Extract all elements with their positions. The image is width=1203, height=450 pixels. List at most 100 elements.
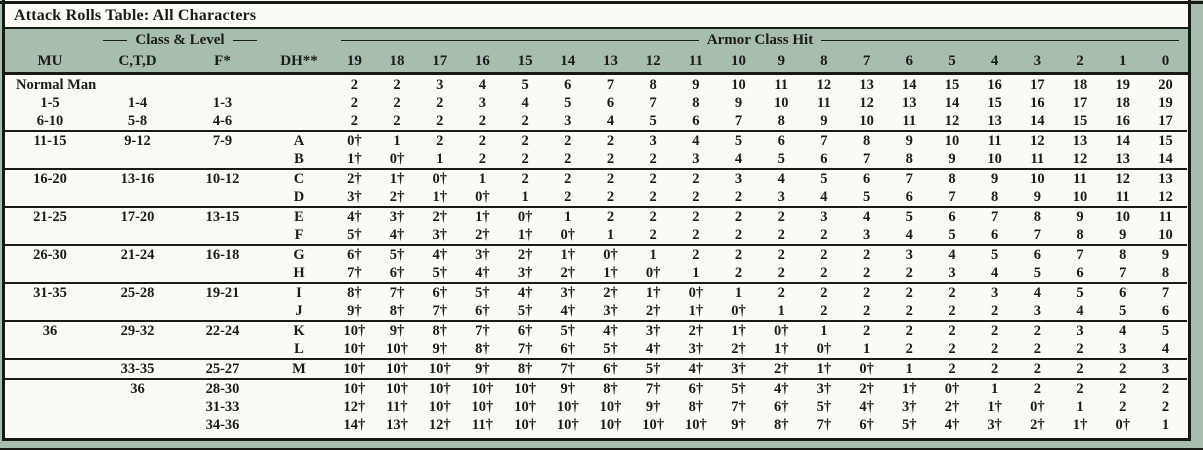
attack-roll-cell: 1 bbox=[393, 132, 401, 149]
attack-roll-cell: 1 bbox=[436, 150, 444, 167]
attack-roll-cell: 3† bbox=[560, 284, 576, 301]
header-span-spacer bbox=[265, 32, 333, 49]
attack-roll-cell: 1 bbox=[521, 188, 529, 205]
attack-roll-cell: 2 bbox=[692, 246, 700, 263]
attack-roll-cell: 4 bbox=[1161, 340, 1170, 357]
attack-roll-cell: 2 bbox=[991, 322, 999, 339]
ac-column-header: 14 bbox=[560, 53, 576, 69]
attack-roll-cell: 2 bbox=[521, 112, 529, 129]
attack-roll-cell: 2 bbox=[606, 150, 615, 167]
attack-roll-cell: 1 bbox=[649, 246, 657, 263]
ac-column-header: 18 bbox=[389, 53, 405, 69]
attack-roll-cell: 8 bbox=[991, 188, 999, 205]
attack-roll-cell: 2 bbox=[734, 246, 743, 263]
attack-roll-cell: 5 bbox=[991, 246, 999, 263]
attack-roll-cell: 4 bbox=[521, 94, 529, 111]
attack-roll-cell: 10† bbox=[556, 416, 579, 433]
attack-roll-cell: 3 bbox=[436, 76, 444, 93]
attack-roll-cell: 9† bbox=[347, 302, 362, 319]
row-group: 31-35 25-28 19-21 I 8† 7† 6† 5† 4† 3† 2† 1† 0† 1 2 2 2 2 2… bbox=[5, 283, 1187, 321]
attack-roll-cell: 3 bbox=[564, 112, 572, 129]
attack-roll-cell: 3 bbox=[692, 150, 700, 167]
attack-roll-cell: 0† bbox=[475, 188, 490, 205]
attack-roll-cell: 2 bbox=[1033, 340, 1041, 357]
row-label-f: 16-18 bbox=[205, 246, 240, 263]
row-label-dh: K bbox=[293, 322, 305, 339]
row-label-f bbox=[180, 340, 265, 359]
attack-roll-cell: 2 bbox=[606, 208, 615, 225]
attack-roll-cell: 6 bbox=[692, 112, 700, 129]
attack-roll-cell: 2 bbox=[478, 150, 487, 167]
row-label-mu: 6-10 bbox=[36, 112, 64, 129]
attack-roll-cell: 2 bbox=[564, 170, 572, 187]
row-label-mu bbox=[5, 398, 95, 416]
row-label-ctd: 21-24 bbox=[120, 246, 155, 263]
attack-roll-cell: 4† bbox=[944, 416, 960, 433]
attack-roll-cell: 0† bbox=[859, 360, 874, 377]
attack-roll-cell: 7 bbox=[649, 94, 657, 111]
row-label-mu: Normal Man bbox=[16, 76, 97, 93]
row-label-ctd: 1-4 bbox=[127, 94, 148, 111]
attack-roll-cell: 3† bbox=[816, 380, 832, 397]
attack-roll-cell: 8 bbox=[1076, 226, 1084, 243]
table-row: 36 28-30 10† 10† 10† 10† 10† 9† 8† 7† 6† 5† 4† 3† 2† 1†… bbox=[5, 379, 1187, 398]
attack-roll-cell: 10† bbox=[386, 340, 408, 357]
row-label-dh bbox=[265, 398, 333, 416]
attack-roll-cell: 1† bbox=[645, 284, 661, 301]
attack-roll-cell: 2 bbox=[862, 246, 871, 263]
attack-roll-cell: 1 bbox=[564, 208, 572, 225]
row-label-ctd: 33-35 bbox=[120, 360, 155, 377]
row-label-mu bbox=[5, 188, 95, 207]
ac-column-header: 9 bbox=[777, 53, 785, 69]
attack-roll-cell: 8 bbox=[1161, 264, 1170, 281]
attack-roll-cell: 5 bbox=[521, 76, 529, 93]
attack-roll-cell: 11 bbox=[902, 112, 917, 129]
table-row: 26-30 21-24 16-18 G 6† 5† 4† 3† 2† 1† 0† 1 2 2 2 2 2 3 4 5 6… bbox=[5, 245, 1187, 264]
attack-roll-cell: 14 bbox=[1115, 132, 1130, 149]
attack-roll-cell: 7 bbox=[606, 76, 615, 93]
ac-column-header: 12 bbox=[645, 53, 661, 69]
attack-roll-cell: 10 bbox=[944, 132, 960, 149]
attack-roll-cell: 2 bbox=[905, 264, 913, 281]
attack-roll-cell: 4 bbox=[948, 246, 956, 263]
attack-roll-cell: 3† bbox=[475, 246, 490, 263]
ac-column-header: 5 bbox=[948, 53, 956, 69]
row-label-f: 4-6 bbox=[212, 112, 233, 129]
attack-roll-cell: 7† bbox=[389, 284, 405, 301]
row-label-ctd: 5-8 bbox=[127, 112, 148, 129]
attack-roll-cell: 2 bbox=[820, 284, 828, 301]
attack-roll-cell: 2 bbox=[521, 150, 529, 167]
attack-roll-cell: 9 bbox=[1119, 226, 1127, 243]
attack-roll-cell: 10† bbox=[514, 416, 536, 433]
row-group: 26-30 21-24 16-18 G 6† 5† 4† 3† 2† 1† 0† 1 2 2 2 2 2 3 4 5 6… bbox=[5, 245, 1187, 283]
attack-roll-cell: 2 bbox=[564, 188, 572, 205]
row-label-f: 19-21 bbox=[205, 284, 240, 301]
attack-roll-cell: 2 bbox=[1119, 380, 1127, 397]
attack-roll-cell: 4 bbox=[478, 76, 487, 93]
attack-roll-cell: 8 bbox=[1033, 208, 1041, 225]
attack-roll-cell: 2 bbox=[692, 170, 700, 187]
row-label-f bbox=[180, 302, 265, 321]
attack-roll-cell: 0† bbox=[688, 284, 704, 301]
row-label-mu: 36 bbox=[42, 322, 58, 339]
attack-roll-cell: 2 bbox=[777, 208, 785, 225]
row-label-mu bbox=[5, 416, 95, 434]
attack-roll-cell: 7† bbox=[731, 398, 746, 415]
attack-roll-cell: 14† bbox=[343, 416, 366, 433]
attack-roll-cell: 1† bbox=[432, 188, 447, 205]
attack-roll-cell: 7† bbox=[816, 416, 832, 433]
row-label-dh bbox=[265, 416, 333, 434]
table-row: J 9† 8† 7† 6† 5† 4† 3† 2† 1† 0† 1 2 2 2 2 2 3 4 5 6 bbox=[5, 302, 1187, 321]
attack-roll-cell: 2† bbox=[603, 284, 618, 301]
attack-roll-cell: 13 bbox=[987, 112, 1002, 129]
attack-roll-cell: 14 bbox=[944, 94, 960, 111]
row-label-f: 31-33 bbox=[205, 398, 240, 415]
attack-roll-cell: 4† bbox=[389, 226, 405, 243]
attack-roll-cell: 9 bbox=[991, 170, 999, 187]
class-column-header: DH** bbox=[280, 53, 318, 69]
attack-roll-cell: 4† bbox=[859, 398, 874, 415]
attack-roll-cell: 4† bbox=[347, 208, 362, 225]
ac-column-header: 8 bbox=[820, 53, 828, 69]
attack-roll-cell: 6 bbox=[862, 170, 871, 187]
row-label-f: 28-30 bbox=[205, 380, 240, 397]
